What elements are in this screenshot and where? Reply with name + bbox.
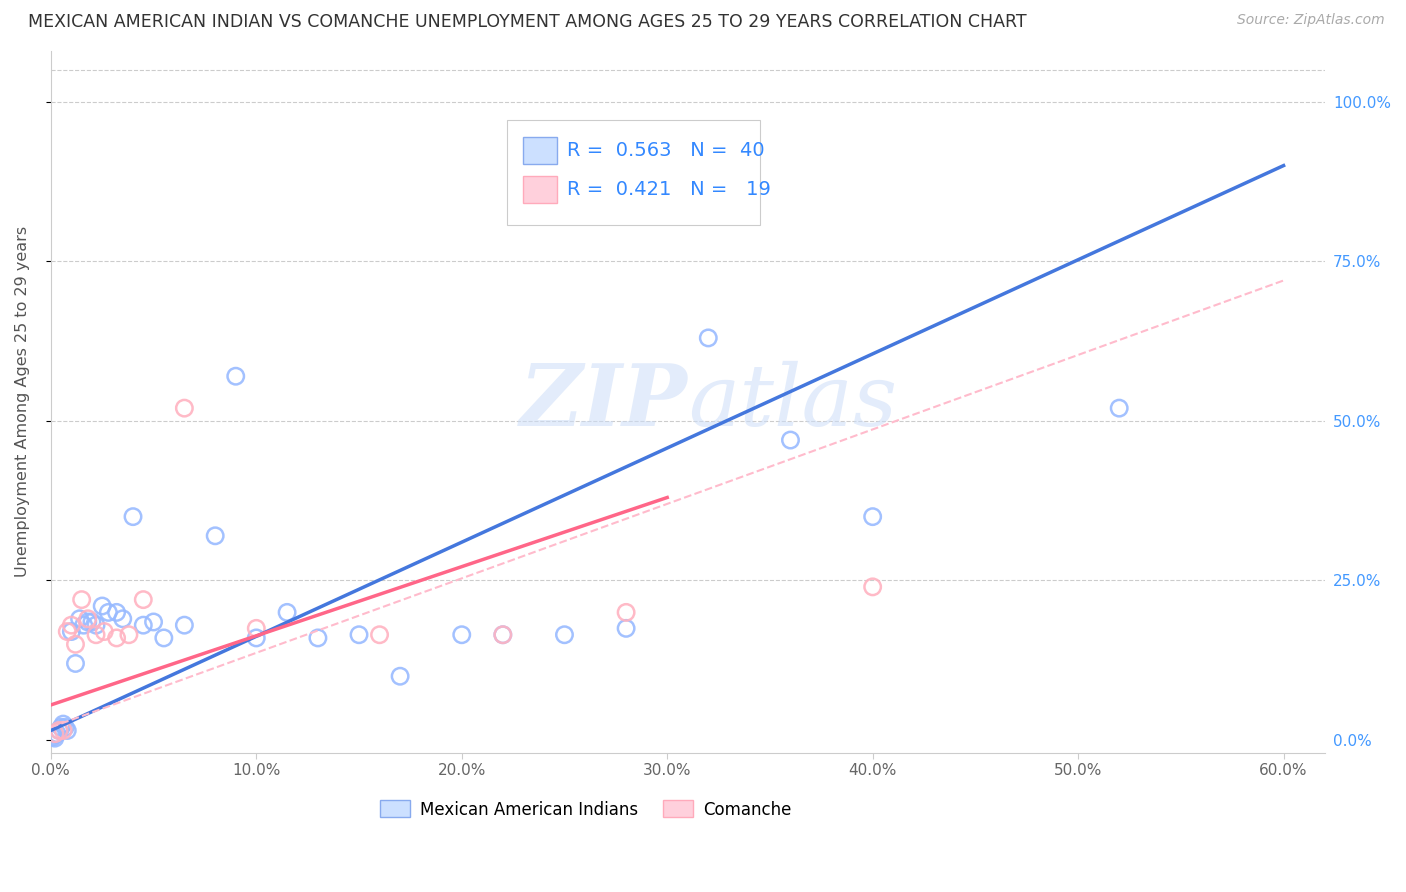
Point [368,628,391,642]
Point [105,606,128,620]
Point [73,618,96,632]
Text: atlas: atlas [688,360,897,443]
Point [65,637,87,651]
Point [65,657,87,671]
Text: R =  0.421   N =   19: R = 0.421 N = 19 [567,180,770,199]
Point [44,727,66,741]
Point [111,612,134,626]
Point [153,631,176,645]
Point [53,720,76,734]
Point [173,618,195,632]
Point [97,606,120,620]
Point [225,369,247,384]
Point [56,723,79,738]
Text: R =  0.563   N =  40: R = 0.563 N = 40 [567,141,765,160]
Text: MEXICAN AMERICAN INDIAN VS COMANCHE UNEMPLOYMENT AMONG AGES 25 TO 29 YEARS CORRE: MEXICAN AMERICAN INDIAN VS COMANCHE UNEM… [28,13,1026,31]
Point [697,331,720,345]
Point [84,628,107,642]
Point [60,624,83,639]
Point [862,580,884,594]
Point [48,723,70,738]
Point [389,669,412,683]
Point [52,723,75,738]
Point [80,615,103,629]
Point [93,624,115,639]
Point [779,433,801,447]
Point [118,628,141,642]
Point [60,618,83,632]
Y-axis label: Unemployment Among Ages 25 to 29 years: Unemployment Among Ages 25 to 29 years [15,227,30,577]
Point [91,599,114,613]
Point [46,727,69,741]
Point [245,621,267,635]
Point [105,631,128,645]
Point [614,621,637,635]
Point [614,606,637,620]
Point [450,628,472,642]
Point [44,728,66,742]
Point [132,592,155,607]
Point [56,624,79,639]
Point [1108,401,1130,416]
Point [44,731,66,746]
Point [492,628,515,642]
Point [70,592,93,607]
Point [69,612,91,626]
Point [862,509,884,524]
Point [84,618,107,632]
Point [76,612,98,626]
Point [307,631,329,645]
Text: Source: ZipAtlas.com: Source: ZipAtlas.com [1237,13,1385,28]
Point [76,615,98,629]
Text: ZIP: ZIP [520,360,688,443]
Point [173,401,195,416]
Point [42,730,65,744]
Point [347,628,370,642]
Point [52,717,75,731]
Point [48,723,70,738]
Point [132,618,155,632]
Legend: Mexican American Indians, Comanche: Mexican American Indians, Comanche [374,794,799,825]
Point [553,628,575,642]
Point [49,720,72,734]
Point [276,606,298,620]
Point [122,509,145,524]
Point [142,615,165,629]
Point [245,631,267,645]
Point [492,628,515,642]
Point [204,529,226,543]
